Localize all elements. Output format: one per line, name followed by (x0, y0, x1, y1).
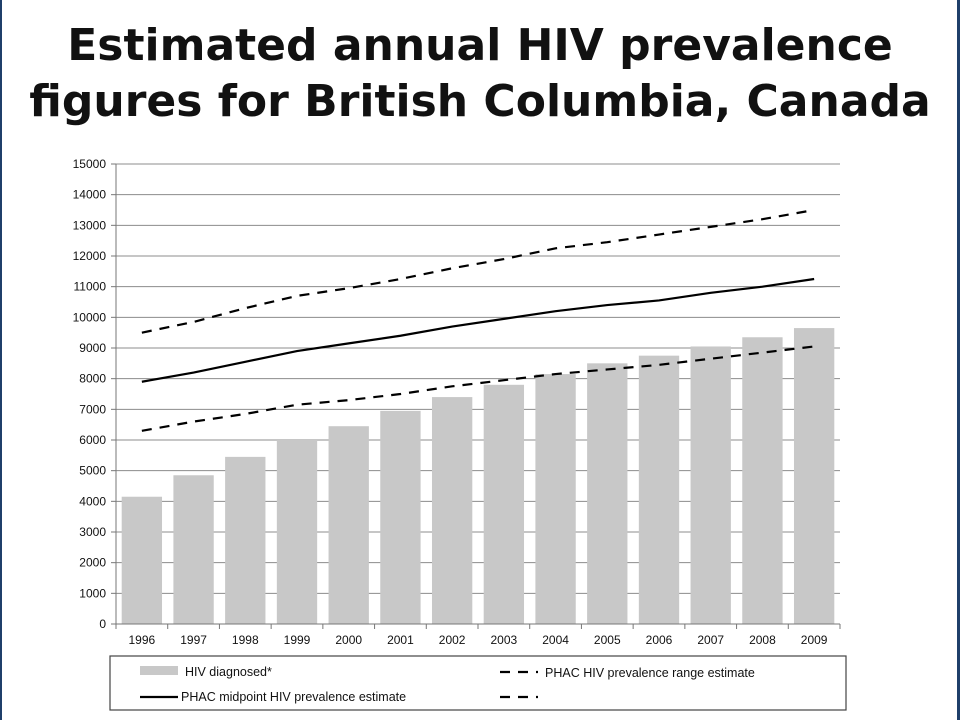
x-tick-label: 1998 (232, 633, 259, 647)
y-tick-label: 4000 (79, 494, 106, 508)
y-tick-label: 6000 (79, 433, 106, 447)
x-tick-label: 2006 (646, 633, 673, 647)
x-tick-label: 2007 (697, 633, 724, 647)
bar-hiv-diagnosed (638, 355, 680, 624)
line-range-lower (141, 345, 815, 432)
x-tick-label: 1999 (284, 633, 311, 647)
title-line-2: figures for British Columbia, Canada (29, 76, 931, 127)
legend-swatch-bar (140, 666, 178, 675)
legend-label-hiv-diagnosed: HIV diagnosed* (185, 665, 272, 679)
bar-hiv-diagnosed (793, 328, 835, 624)
slide-border-left (0, 0, 2, 720)
y-tick-label: 1000 (79, 586, 106, 600)
bar-hiv-diagnosed (587, 363, 628, 624)
legend-label-midpoint: PHAC midpoint HIV prevalence estimate (181, 690, 406, 704)
y-tick-label: 14000 (73, 188, 107, 202)
y-tick-label: 2000 (79, 556, 106, 570)
y-tick-label: 11000 (74, 280, 107, 294)
bar-hiv-diagnosed (276, 440, 318, 624)
x-tick-label: 2000 (335, 633, 362, 647)
y-tick-label: 8000 (79, 372, 106, 386)
title-line-1: Estimated annual HIV prevalence (67, 20, 893, 71)
bar-hiv-diagnosed (328, 426, 369, 624)
y-tick-labels: 0 1000 2000 3000 4000 5000 6000 7000 8000 9000 100… (73, 157, 107, 631)
y-tick-label: 0 (99, 617, 106, 631)
slide-title: Estimated annual HIV prevalence figures … (20, 18, 940, 130)
bar-hiv-diagnosed (742, 337, 783, 624)
axes (111, 163, 841, 629)
y-tick-label: 13000 (73, 218, 107, 232)
bar-hiv-diagnosed (225, 456, 266, 624)
x-tick-label: 2008 (749, 633, 776, 647)
bar-hiv-diagnosed (380, 410, 421, 624)
bar-hiv-diagnosed (535, 374, 576, 624)
x-tick-label: 2003 (491, 633, 518, 647)
line-range-upper (141, 208, 815, 334)
bar-hiv-diagnosed (483, 384, 525, 624)
line-midpoint (141, 277, 815, 383)
x-tick-label: 2001 (387, 633, 414, 647)
y-tick-label: 9000 (79, 341, 106, 355)
y-tick-label: 3000 (79, 525, 106, 539)
y-tick-label: 5000 (79, 464, 106, 478)
grid-lines (116, 163, 840, 594)
legend-box (109, 655, 847, 711)
x-tick-label: 2009 (801, 633, 828, 647)
y-tick-label: 12000 (73, 249, 107, 263)
x-tick-label: 1996 (129, 633, 156, 647)
x-tick-label: 2004 (542, 633, 569, 647)
line-series (141, 208, 815, 432)
x-tick-label: 1997 (180, 633, 207, 647)
slide-border-right (957, 0, 960, 720)
bar-hiv-diagnosed (121, 496, 163, 624)
bar-hiv-diagnosed (173, 475, 214, 624)
bar-hiv-diagnosed (431, 397, 473, 624)
y-tick-label: 15000 (73, 157, 107, 171)
y-tick-label: 7000 (79, 402, 106, 416)
x-tick-label: 2002 (439, 633, 466, 647)
bar-hiv-diagnosed (690, 346, 731, 624)
legend: HIV diagnosed* PHAC midpoint HIV prevalen… (109, 655, 847, 711)
x-tick-label: 2005 (594, 633, 621, 647)
legend-label-range: PHAC HIV prevalence range estimate (545, 666, 755, 680)
y-tick-label: 10000 (73, 310, 107, 324)
x-tick-labels: 1996 1997 1998 1999 2000 2001 2002 2003 2004 2005… (129, 633, 828, 647)
bar-series (121, 328, 835, 624)
